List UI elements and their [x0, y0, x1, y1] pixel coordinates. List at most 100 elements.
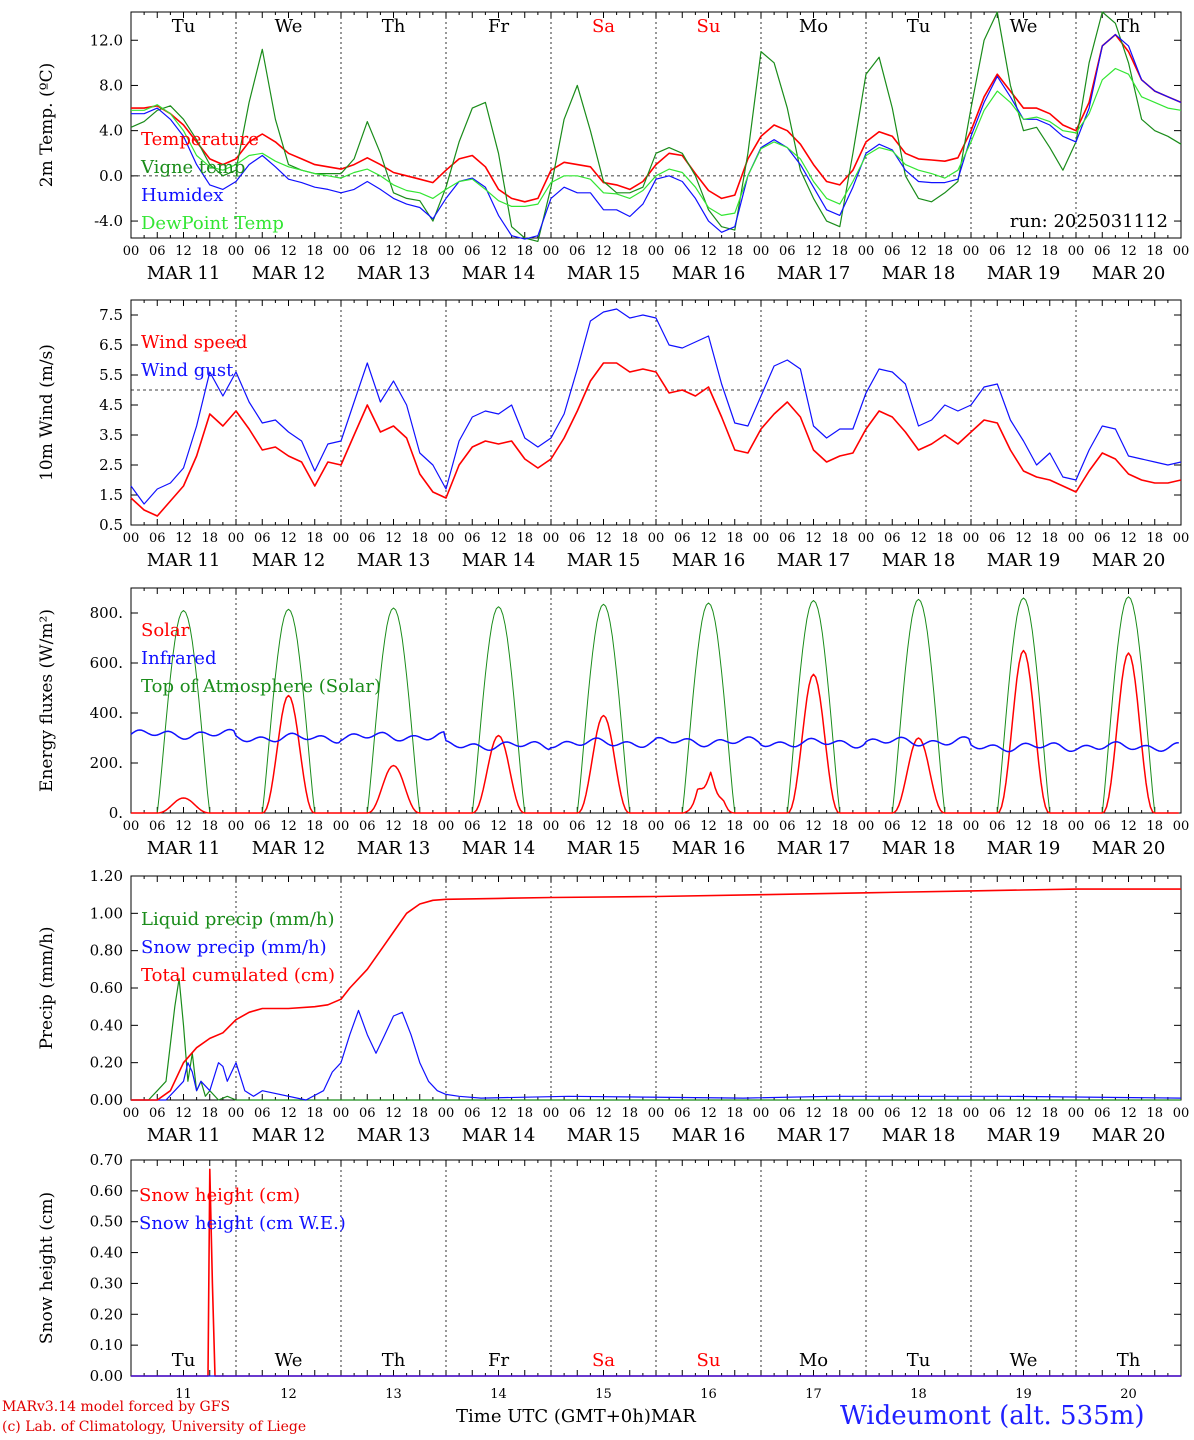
hour-tick-label: 12	[805, 531, 822, 546]
series-temperature	[131, 33, 1182, 203]
day-name-label: Sa	[592, 16, 615, 37]
y-tick-label: 0.40	[90, 1016, 123, 1034]
hour-tick-label: 06	[1094, 819, 1111, 834]
hour-tick-label: 06	[359, 1106, 376, 1121]
date-label: MAR 15	[567, 1125, 641, 1146]
hour-tick-label: 00	[753, 1106, 770, 1121]
hour-tick-label: 12	[805, 819, 822, 834]
hour-tick-label: 12	[385, 1106, 402, 1121]
hour-tick-label: 06	[464, 819, 481, 834]
hour-tick-label: 12	[700, 244, 717, 259]
hour-tick-label: 18	[1146, 531, 1163, 546]
hour-tick-label: 12	[700, 819, 717, 834]
hour-tick-label: 18	[621, 531, 638, 546]
y-tick-label: 0.20	[90, 1305, 123, 1323]
hour-tick-label: 18	[516, 819, 533, 834]
y-tick-label: 0.5	[99, 516, 123, 534]
day-number-label: 20	[1120, 1387, 1137, 1402]
hour-tick-label: 12	[1120, 531, 1137, 546]
hour-tick-label: 12	[805, 1106, 822, 1121]
date-label: MAR 20	[1092, 550, 1166, 571]
hour-tick-label: 18	[726, 531, 743, 546]
date-label: MAR 17	[777, 1125, 851, 1146]
y-axis-label: 2m Temp. (ºC)	[37, 63, 57, 188]
date-label: MAR 15	[567, 263, 641, 284]
hour-tick-label: 18	[726, 244, 743, 259]
y-tick-label: 0.00	[90, 1367, 123, 1385]
date-label: MAR 13	[357, 1125, 431, 1146]
hour-tick-label: 00	[228, 244, 245, 259]
y-tick-label: 0.	[109, 804, 123, 822]
legend-entry: Vigne temp	[140, 157, 245, 178]
hour-tick-label: 06	[1094, 531, 1111, 546]
hour-tick-label: 18	[411, 531, 428, 546]
hour-tick-label: 18	[306, 819, 323, 834]
hour-tick-label: 12	[385, 531, 402, 546]
date-label: MAR 14	[462, 1125, 536, 1146]
day-number-label: 14	[490, 1387, 507, 1402]
hour-tick-label: 12	[385, 244, 402, 259]
hour-tick-label: 00	[333, 1106, 350, 1121]
hour-tick-label: 00	[753, 244, 770, 259]
series-toa-solar	[131, 596, 1179, 814]
hour-tick-label: 06	[569, 1106, 586, 1121]
hour-tick-label: 18	[411, 819, 428, 834]
date-label: MAR 12	[252, 550, 326, 571]
hour-tick-label: 12	[595, 1106, 612, 1121]
hour-tick-label: 00	[1173, 819, 1190, 834]
hour-tick-label: 06	[569, 531, 586, 546]
hour-tick-label: 00	[1068, 1106, 1085, 1121]
y-tick-label: 7.5	[99, 306, 123, 324]
hour-tick-label: 18	[201, 1106, 218, 1121]
date-label: MAR 19	[987, 838, 1061, 859]
y-tick-label: 6.5	[99, 336, 123, 354]
panel-3	[130, 587, 1182, 814]
day-name-label: Th	[382, 16, 406, 37]
legend-entry: Liquid precip (mm/h)	[141, 909, 335, 930]
day-name-label: Fr	[488, 16, 509, 37]
date-label: MAR 17	[777, 550, 851, 571]
date-label: MAR 14	[462, 263, 536, 284]
date-label: MAR 16	[672, 263, 746, 284]
hour-tick-label: 18	[516, 244, 533, 259]
hour-tick-label: 12	[175, 819, 192, 834]
station-title: Wideumont (alt. 535m)	[840, 1401, 1145, 1431]
hour-tick-label: 00	[963, 819, 980, 834]
footer-lab-credit: (c) Lab. of Climatology, University of L…	[2, 1419, 307, 1435]
date-label: MAR 19	[987, 1125, 1061, 1146]
legend-entry: Infrared	[141, 648, 216, 669]
hour-tick-label: 18	[516, 1106, 533, 1121]
hour-tick-label: 12	[910, 531, 927, 546]
day-name-label: Mo	[799, 16, 828, 37]
y-tick-label: 800.	[90, 604, 123, 622]
hour-tick-label: 00	[123, 1106, 140, 1121]
date-label: MAR 19	[987, 263, 1061, 284]
hour-tick-label: 18	[306, 531, 323, 546]
hour-tick-label: 00	[543, 1106, 560, 1121]
date-label: MAR 13	[357, 838, 431, 859]
hour-tick-label: 12	[910, 244, 927, 259]
hour-tick-label: 18	[726, 1106, 743, 1121]
hour-tick-label: 18	[936, 531, 953, 546]
day-name-label: Fr	[488, 1350, 509, 1371]
hour-tick-label: 12	[490, 819, 507, 834]
hour-tick-label: 06	[569, 819, 586, 834]
hour-tick-label: 00	[228, 819, 245, 834]
hour-tick-label: 12	[1120, 819, 1137, 834]
hour-tick-label: 06	[254, 819, 271, 834]
series-vigne-temp	[130, 11, 1182, 242]
hour-tick-label: 18	[201, 531, 218, 546]
hour-tick-label: 00	[333, 819, 350, 834]
date-label: MAR 16	[672, 838, 746, 859]
y-tick-label: 0.0	[99, 167, 123, 185]
hour-tick-label: 18	[411, 244, 428, 259]
date-label: MAR 13	[357, 550, 431, 571]
hour-tick-label: 00	[123, 531, 140, 546]
hour-tick-label: 06	[779, 819, 796, 834]
hour-tick-label: 06	[464, 531, 481, 546]
panel-frame	[130, 11, 1182, 239]
day-name-label: Th	[382, 1350, 406, 1371]
y-tick-label: 0.70	[90, 1151, 123, 1169]
hour-tick-label: 00	[858, 819, 875, 834]
date-label: MAR 15	[567, 838, 641, 859]
